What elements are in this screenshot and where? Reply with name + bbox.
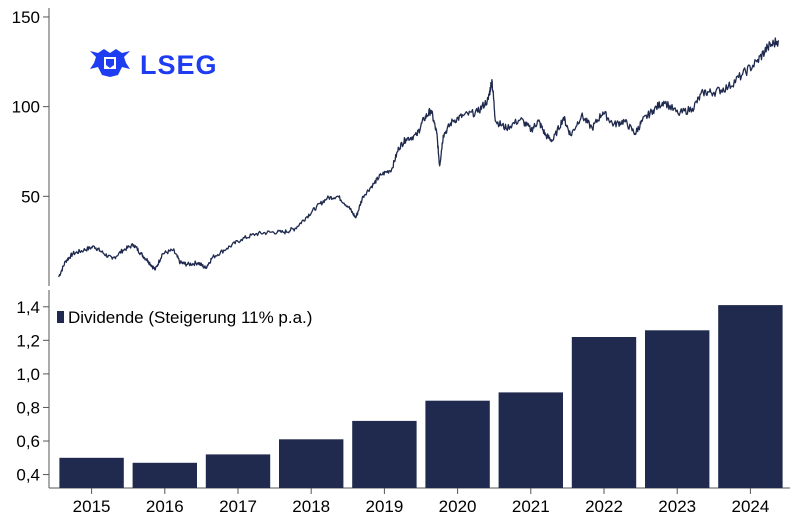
dividend-tick-label: 1,2 <box>16 331 40 350</box>
legend: Dividende (Steigerung 11% p.a.) <box>57 308 312 327</box>
price-panel: 50 100 150 LSEG <box>12 8 780 286</box>
dividend-bar <box>205 454 271 488</box>
price-y-ticks: 50 100 150 <box>12 8 49 206</box>
dividend-bar <box>571 337 637 488</box>
dividend-bars <box>59 305 783 488</box>
dividend-tick-label: 0,4 <box>16 466 40 485</box>
dividend-bar <box>425 400 490 488</box>
dividend-bar <box>498 392 563 488</box>
year-label: 2021 <box>512 497 550 516</box>
dividend-bar <box>645 330 710 488</box>
dividend-tick-label: 0,8 <box>16 398 40 417</box>
year-label: 2019 <box>365 497 403 516</box>
lseg-logo: LSEG <box>90 49 218 80</box>
year-labels: 2015 2016 2017 2018 2019 2020 2021 2022 2023 2024 <box>73 488 769 516</box>
dividend-bar <box>132 462 197 488</box>
year-label: 2022 <box>585 497 623 516</box>
price-tick-label: 50 <box>21 187 40 206</box>
dividend-bar <box>59 457 124 488</box>
dividend-panel: 0,40,60,81,01,21,4 2015 2016 2017 2018 2019 2… <box>16 290 790 516</box>
year-label: 2018 <box>292 497 330 516</box>
year-label: 2016 <box>146 497 184 516</box>
logo-text: LSEG <box>140 50 218 80</box>
dividend-tick-label: 0,6 <box>16 432 40 451</box>
dividend-y-ticks: 0,4 0,6 0,8 1,0 1,2 1,4 <box>16 298 49 485</box>
year-label: 2017 <box>219 497 257 516</box>
dividend-bar <box>352 420 417 488</box>
lion-crest-icon <box>90 49 130 77</box>
legend-swatch <box>57 311 64 323</box>
price-tick-label: 150 <box>12 8 40 27</box>
dividend-bar <box>718 305 783 488</box>
year-label: 2024 <box>731 497 769 516</box>
year-label: 2015 <box>73 497 111 516</box>
dividend-bar <box>279 439 344 488</box>
price-tick-label: 100 <box>12 98 40 117</box>
price-line <box>58 37 780 278</box>
year-label: 2023 <box>658 497 696 516</box>
legend-label: Dividende (Steigerung 11% p.a.) <box>68 308 312 327</box>
dividend-tick-label: 1,4 <box>16 298 40 317</box>
dividend-tick-label: 1,0 <box>16 365 40 384</box>
year-label: 2020 <box>439 497 477 516</box>
